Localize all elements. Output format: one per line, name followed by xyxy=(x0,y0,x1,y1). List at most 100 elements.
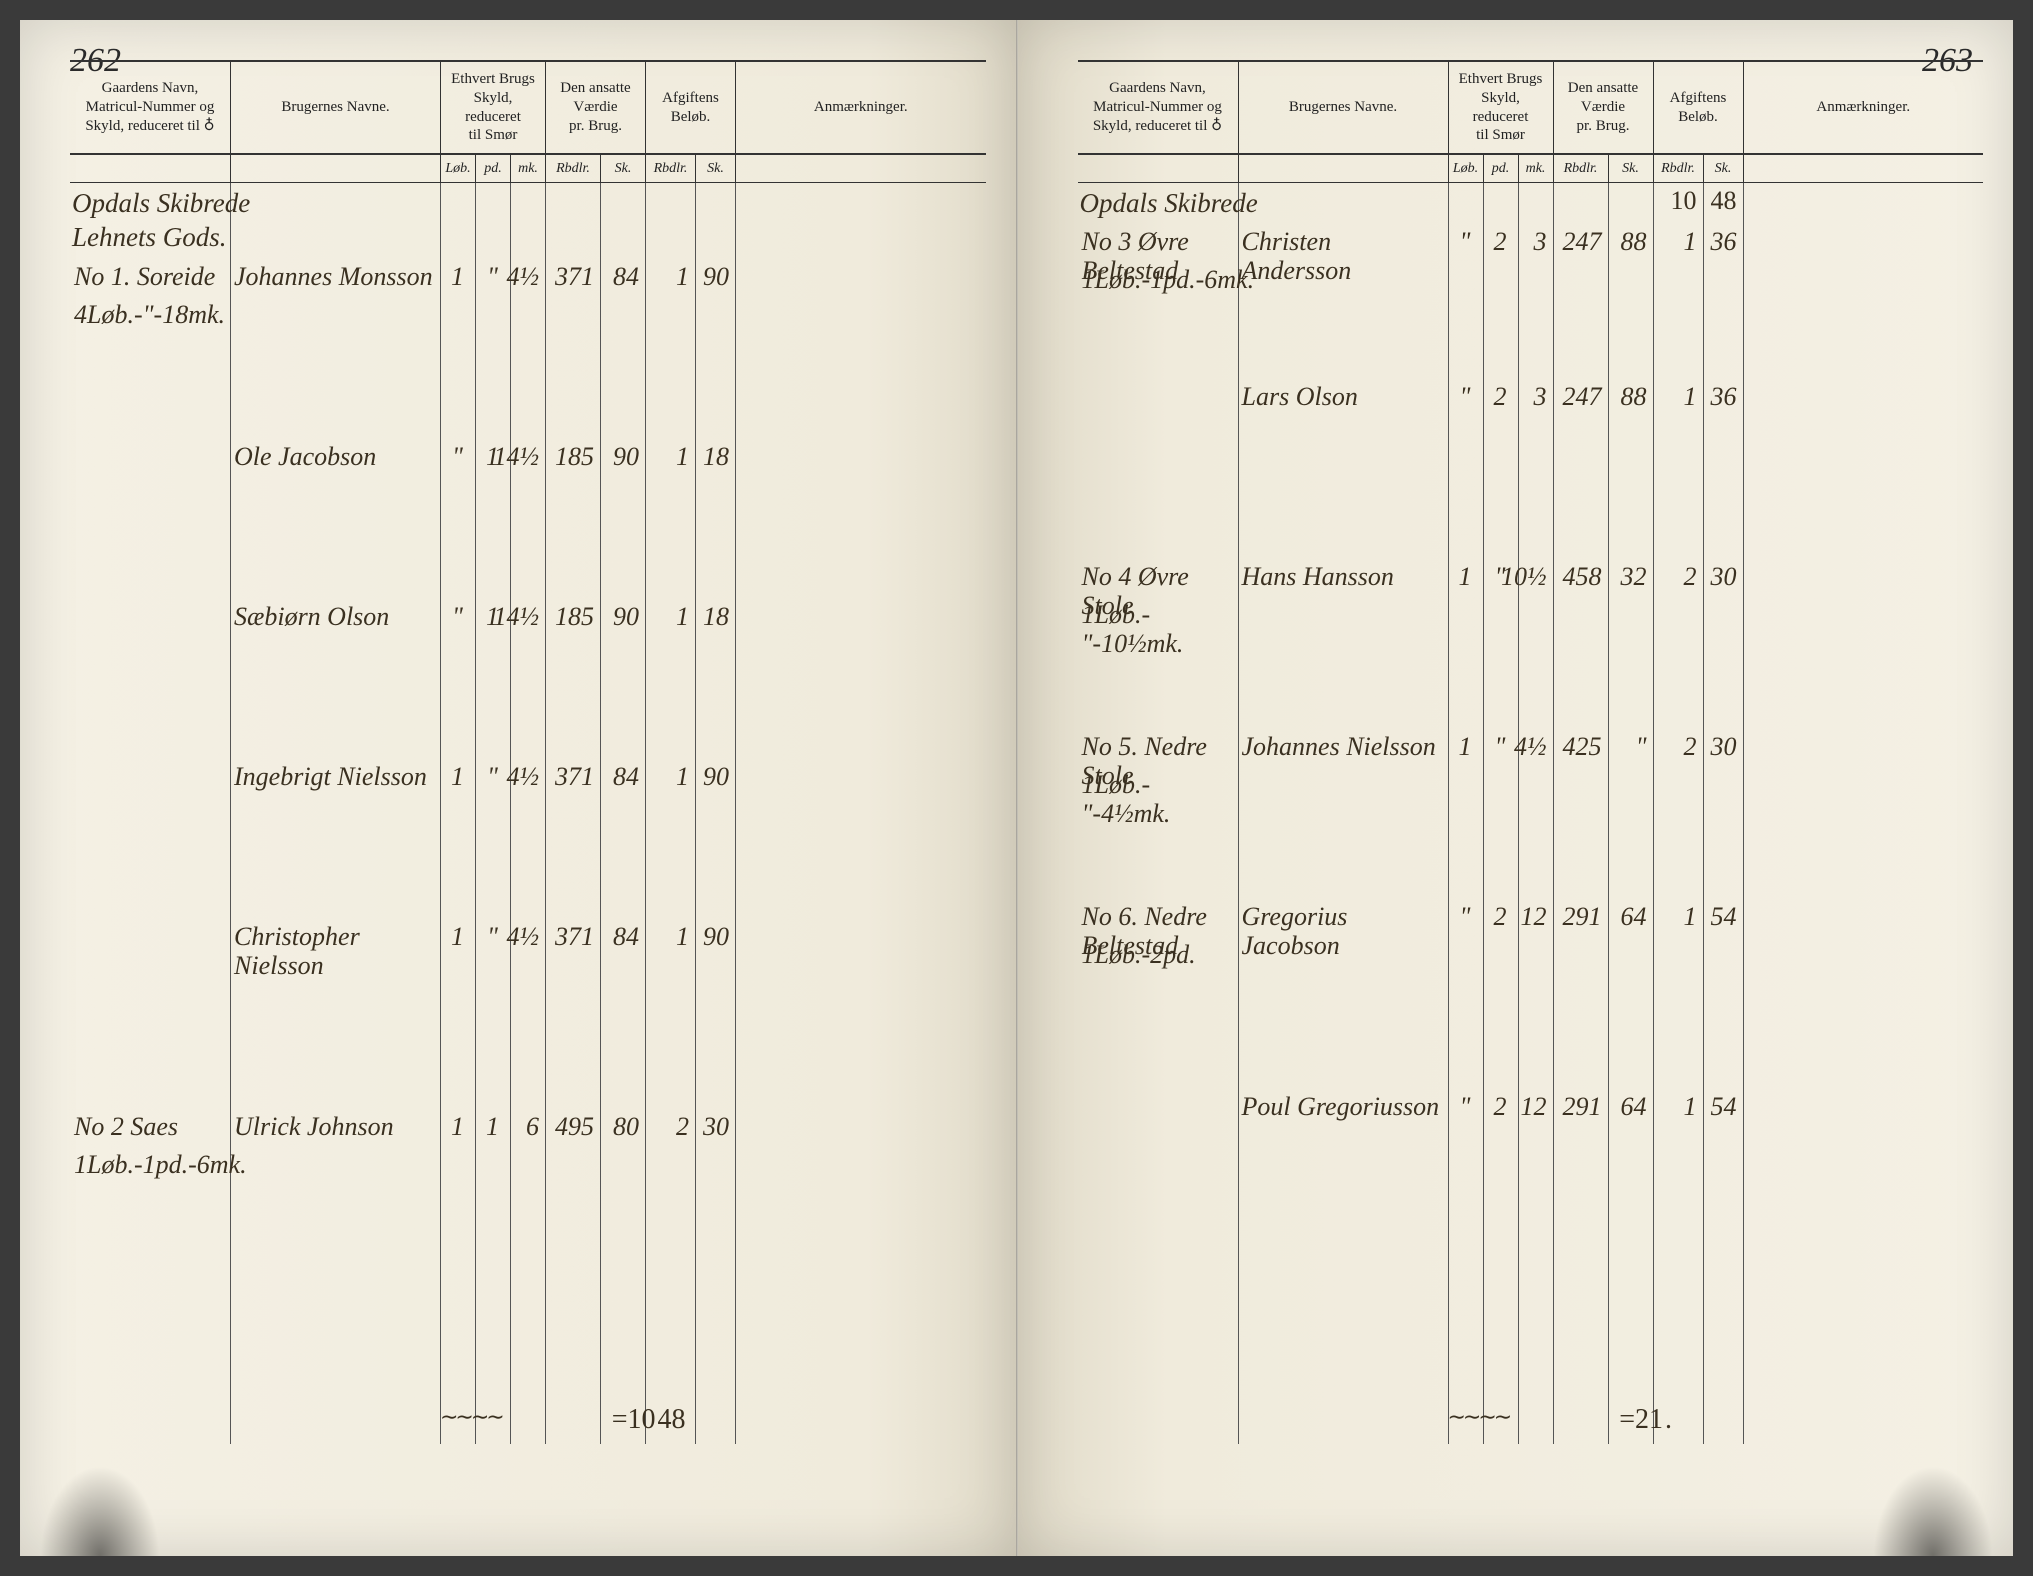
cell-pd: 2 xyxy=(1483,383,1518,412)
footer-total-right: ∼∼∼∼ = 21 . xyxy=(1448,1404,1673,1436)
cell-sk2 xyxy=(1703,266,1743,295)
cell-rb2: 1 xyxy=(645,603,695,632)
cell-rb2 xyxy=(645,1151,695,1180)
cell-rb: 495 xyxy=(545,1113,600,1142)
cell-rb2: 1 xyxy=(645,263,695,292)
cell-pd xyxy=(1483,941,1518,970)
cell-lob xyxy=(1448,771,1483,828)
cell-rb2: 1 xyxy=(645,923,695,980)
cell-anm xyxy=(1743,601,1984,658)
sub-sk2: Sk. xyxy=(695,155,735,182)
carry-rb: 10 xyxy=(1653,187,1703,216)
cell-lob: 1 xyxy=(440,763,475,792)
ledger-body-right: Opdals Skibrede 10 48 No 3 Øvre Beltesta… xyxy=(1078,183,1984,1444)
section-heading: Lehnets Gods. xyxy=(70,221,227,253)
cell-sk1: 90 xyxy=(600,603,645,632)
cell-sk2: 18 xyxy=(695,603,735,632)
header-user: Brugernes Navne. xyxy=(1238,62,1448,153)
cell-sk1 xyxy=(1608,601,1653,658)
cell-lob: " xyxy=(440,443,475,472)
cell-sk2 xyxy=(1703,941,1743,970)
sub-mk: mk. xyxy=(510,155,545,182)
cell-user xyxy=(1238,266,1448,295)
sub-pd: pd. xyxy=(1483,155,1518,182)
cell-rb: 371 xyxy=(545,923,600,980)
header-row: Gaardens Navn, Matricul-Nummer og Skyld,… xyxy=(1078,60,1984,155)
cell-user: Christopher Nielsson xyxy=(230,923,440,980)
table-row: Poul Gregoriusson"21229164154 xyxy=(1078,1093,1984,1122)
table-row: 1Løb.-1pd.-6mk. xyxy=(1078,266,1984,295)
cell-rb2 xyxy=(645,301,695,330)
cell-mk: 6 xyxy=(510,1113,545,1142)
cell-anm xyxy=(1743,383,1984,412)
cell-lob: " xyxy=(1448,383,1483,412)
cell-sk2: 30 xyxy=(695,1113,735,1142)
cell-anm xyxy=(735,603,986,632)
cell-rb2: 1 xyxy=(645,443,695,472)
footer-eq: = xyxy=(1619,1404,1635,1436)
footer-sk: 48 xyxy=(658,1404,686,1436)
sub-header: Løb. pd. mk. Rbdlr. Sk. Rbdlr. Sk. xyxy=(1078,155,1984,183)
cell-mk: 14½ xyxy=(510,603,545,632)
cell-sk2 xyxy=(1703,771,1743,828)
table-row: 1Løb.-2pd. xyxy=(1078,941,1984,970)
footer-rb: 21 xyxy=(1635,1404,1655,1436)
cell-mk: 4½ xyxy=(510,263,545,292)
cell-sk2 xyxy=(695,1151,735,1180)
cell-mk xyxy=(1518,266,1553,295)
vertical-rules xyxy=(70,183,986,1444)
table-row: Sæbiørn Olson"114½18590118 xyxy=(70,603,986,632)
cell-rb2 xyxy=(1653,771,1703,828)
cell-lob xyxy=(1448,941,1483,970)
cell-pd xyxy=(1483,266,1518,295)
cell-anm xyxy=(735,1113,986,1142)
cell-user: Poul Gregoriusson xyxy=(1238,1093,1448,1122)
table-row: No 2 SaesUlrick Johnson11649580230 xyxy=(70,1113,986,1142)
cell-name xyxy=(1078,383,1238,412)
ledger-right: Gaardens Navn, Matricul-Nummer og Skyld,… xyxy=(1078,60,1984,1476)
cell-lob: 1 xyxy=(440,1113,475,1142)
page-left: 262 Gaardens Navn, Matricul-Nummer og Sk… xyxy=(20,20,1017,1556)
cell-sk1 xyxy=(600,1151,645,1180)
header-afgift: Afgiftens Beløb. xyxy=(1653,62,1743,153)
header-vaerdi: Den ansatte Værdie pr. Brug. xyxy=(1553,62,1653,153)
cell-mk xyxy=(1518,601,1553,658)
cell-lob: " xyxy=(1448,1093,1483,1122)
cell-name: 1Løb.-"-4½mk. xyxy=(1078,771,1238,828)
table-row: 1Løb.-"-10½mk. xyxy=(1078,601,1984,658)
cell-sk2: 90 xyxy=(695,263,735,292)
cell-sk1 xyxy=(1608,266,1653,295)
cell-lob xyxy=(1448,266,1483,295)
cell-rb2 xyxy=(1653,601,1703,658)
cell-pd: 1 xyxy=(475,1113,510,1142)
cell-pd: " xyxy=(475,923,510,980)
cell-sk1: 84 xyxy=(600,763,645,792)
cell-rb: 371 xyxy=(545,263,600,292)
cell-rb xyxy=(545,301,600,330)
cell-sk1: 84 xyxy=(600,923,645,980)
cell-anm xyxy=(735,1151,986,1180)
cell-user: Ingebrigt Nielsson xyxy=(230,763,440,792)
cell-user: Johannes Monsson xyxy=(230,263,440,292)
table-row: Lars Olson"2324788136 xyxy=(1078,383,1984,412)
cell-sk1 xyxy=(1608,941,1653,970)
cell-user: Sæbiørn Olson xyxy=(230,603,440,632)
cell-sk2: 54 xyxy=(1703,1093,1743,1122)
cell-name xyxy=(1078,1093,1238,1122)
page-right: 263 Gaardens Navn, Matricul-Nummer og Sk… xyxy=(1017,20,2014,1556)
cell-anm xyxy=(735,263,986,292)
cell-user: Ole Jacobson xyxy=(230,443,440,472)
cell-sk2 xyxy=(695,301,735,330)
cell-anm xyxy=(735,301,986,330)
cell-sk1 xyxy=(600,301,645,330)
cell-rb2: 1 xyxy=(1653,383,1703,412)
cell-mk: 4½ xyxy=(510,763,545,792)
cell-rb xyxy=(1553,266,1608,295)
header-row: Gaardens Navn, Matricul-Nummer og Skyld,… xyxy=(70,60,986,155)
table-row: Christopher Nielsson1"4½37184190 xyxy=(70,923,986,980)
sub-sk: Sk. xyxy=(600,155,645,182)
cell-name xyxy=(70,603,230,632)
cell-sk1: 80 xyxy=(600,1113,645,1142)
cell-sk2: 90 xyxy=(695,923,735,980)
cell-lob xyxy=(440,301,475,330)
